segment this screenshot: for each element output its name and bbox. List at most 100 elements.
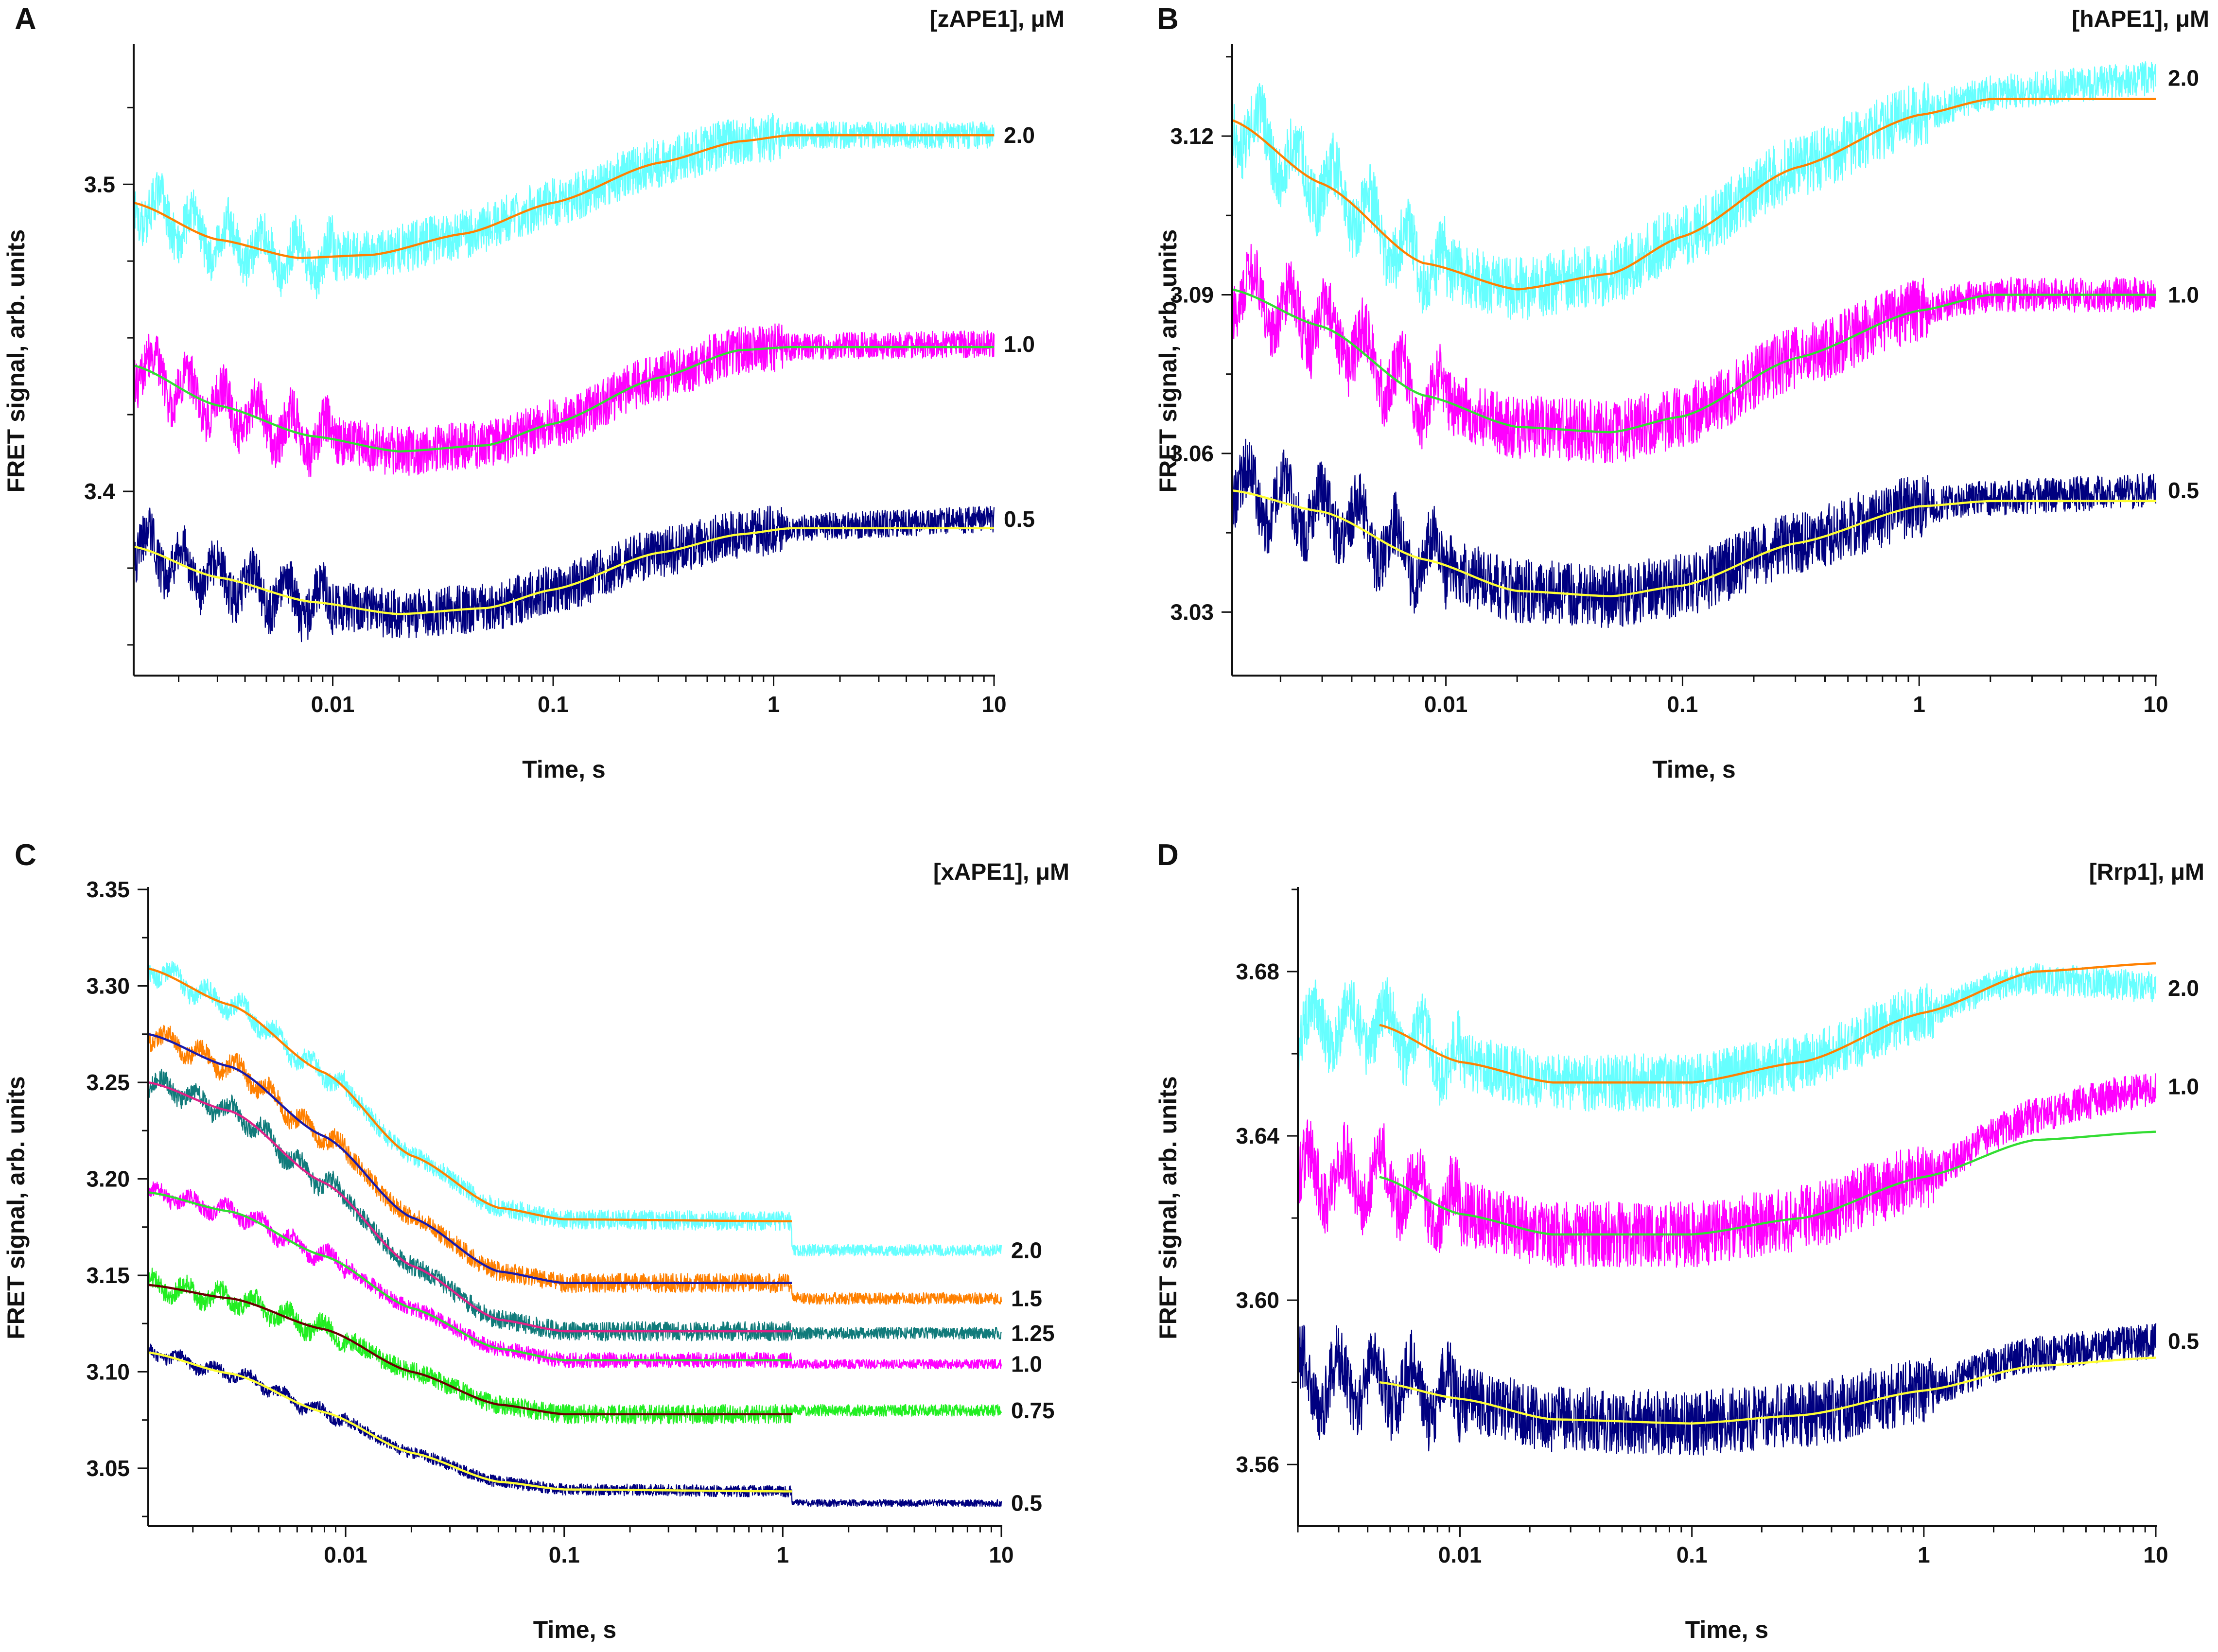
chart-a-svg: 0.01 0.1 1 10 3.4 3.5 Time, s FRET signal, arb.… [2,2,1065,783]
series-c-raw-1.0 [148,1181,1002,1370]
series-d-raw-2.0 [1298,963,2157,1112]
series-label-d-2-0: 2.0 [2168,975,2199,1001]
y-tick-label-c: 3.30 [86,973,130,998]
series-label-c-1-25: 1.25 [1011,1321,1055,1346]
series-c-raw-2.0 [148,960,1002,1257]
x-tick-label-a: 10 [981,692,1006,717]
series-c-fit-1.0 [148,1191,792,1361]
series-a-raw-2.0 [134,113,995,299]
y-tick-label-a: 3.4 [84,479,115,504]
x-tick-label-b: 10 [2143,692,2168,717]
series-label-a-2-0: 2.0 [1004,122,1035,148]
panel-label-d: D [1157,838,1179,872]
series-a-fit-0.5 [134,527,994,615]
panel-a: 0.01 0.1 1 10 3.4 3.5 Time, s FRET signal, arb.… [0,0,1103,797]
series-c-fit-2.0 [148,967,792,1223]
series-a-raw-0.5 [134,505,995,643]
chart-b-svg: 0.01 0.1 1 10 3.03 3.06 3.09 3.12 Time, s FRET si… [1154,2,2209,783]
panel-label-c: C [15,838,36,872]
series-label-d-0-5: 0.5 [2168,1329,2199,1354]
series-c-fit-1.5 [148,1033,792,1285]
y-tick-label-b: 3.12 [1170,123,1214,149]
x-tick-label-d: 10 [2143,1542,2168,1567]
series-c-fit-1.25 [148,1081,792,1333]
y-axis-title-d: FRET signal, arb. units [1154,1076,1182,1339]
y-axis-title-c: FRET signal, arb. units [2,1076,30,1339]
series-c-raw-0.75 [148,1268,1002,1425]
legend-title-a: [zAPE1], μM [930,6,1065,32]
x-tick-label-a: 0.01 [311,692,355,717]
y-tick-label-c: 3.35 [86,877,130,902]
series-c-raw-1.25 [148,1068,1002,1342]
x-tick-label-a: 1 [768,692,780,717]
x-axis-title-d: Time, s [1685,1616,1768,1643]
x-axis-title-b: Time, s [1652,756,1735,783]
y-tick-label-c: 3.05 [86,1456,130,1481]
y-tick-label-c: 3.15 [86,1263,130,1288]
y-tick-label-d: 3.60 [1236,1287,1279,1313]
plot-area-d [1298,962,2157,1456]
series-label-a-0-5: 0.5 [1004,506,1035,532]
panel-c: 0.01 0.1 1 10 3.05 3.10 3.15 3.20 3.25 3.30 3.35 Ti… [0,836,1103,1648]
series-d-raw-0.5 [1298,1323,2157,1456]
y-tick-label-b: 3.09 [1170,282,1214,307]
series-label-a-1-0: 1.0 [1004,331,1035,357]
series-a-fit-1.0 [134,346,994,453]
series-c-fit-0.5 [148,1351,792,1493]
chart-c-svg: 0.01 0.1 1 10 3.05 3.10 3.15 3.20 3.25 3.30 3.35 Ti… [2,838,1069,1643]
y-tick-label-b: 3.03 [1170,599,1214,625]
panel-label-a: A [15,2,36,36]
plot-area-a [134,113,995,643]
panel-b: 0.01 0.1 1 10 3.03 3.06 3.09 3.12 Time, s FRET si… [1154,0,2212,797]
x-tick-label-d: 1 [1918,1542,1930,1567]
panel-label-b: B [1157,2,1179,36]
y-tick-label-b: 3.06 [1170,441,1214,466]
y-tick-label-d: 3.64 [1236,1123,1279,1148]
y-axis-title-b: FRET signal, arb. units [1154,229,1182,493]
y-tick-label-d: 3.68 [1236,959,1279,984]
series-c-raw-0.5 [148,1343,1002,1507]
series-label-c-0-75: 0.75 [1011,1398,1055,1423]
series-label-b-1-0: 1.0 [2168,282,2199,307]
x-tick-label-c: 0.1 [549,1542,580,1567]
series-b-raw-0.5 [1232,438,2157,628]
x-tick-label-b: 0.01 [1424,692,1468,717]
x-axis-title-a: Time, s [522,756,605,783]
plot-area-c [148,960,1002,1507]
series-b-fit-1.0 [1232,288,2156,434]
series-b-fit-2.0 [1232,98,2156,291]
x-tick-label-b: 1 [1913,692,1925,717]
series-label-c-1-5: 1.5 [1011,1286,1042,1311]
series-label-c-2-0: 2.0 [1011,1237,1042,1263]
y-axis-title-a: FRET signal, arb. units [2,229,30,493]
y-tick-label-c: 3.10 [86,1359,130,1384]
series-d-fit-1.0 [1379,1130,2156,1236]
y-tick-label-d: 3.56 [1236,1452,1279,1477]
x-tick-label-b: 0.1 [1667,692,1698,717]
y-tick-label-c: 3.20 [86,1166,130,1191]
series-label-c-1-0: 1.0 [1011,1352,1042,1377]
series-b-raw-2.0 [1232,61,2157,320]
series-label-c-0-5: 0.5 [1011,1490,1042,1515]
y-tick-label-a: 3.5 [84,172,115,197]
legend-title-d: [Rrp1], μM [2089,859,2204,885]
chart-d-svg: 0.01 0.1 1 10 3.56 3.60 3.64 3.68 Time, s FRET si… [1154,838,2204,1643]
x-tick-label-c: 0.01 [324,1542,367,1567]
series-label-b-0-5: 0.5 [2168,478,2199,503]
legend-title-c: [xAPE1], μM [933,859,1069,885]
series-c-fit-0.75 [148,1284,792,1416]
series-c-raw-1.5 [148,1025,1002,1305]
x-tick-label-a: 0.1 [538,692,569,717]
series-d-fit-0.5 [1379,1356,2156,1425]
series-label-b-2-0: 2.0 [2168,65,2199,90]
series-a-fit-2.0 [134,134,994,260]
x-tick-label-c: 1 [777,1542,789,1567]
panel-d: 0.01 0.1 1 10 3.56 3.60 3.64 3.68 Time, s FRET si… [1154,836,2212,1648]
x-axis-title-c: Time, s [533,1616,616,1643]
series-a-raw-1.0 [134,323,995,477]
x-tick-label-d: 0.01 [1438,1542,1482,1567]
x-tick-label-d: 0.1 [1677,1542,1708,1567]
plot-area-b [1232,61,2157,628]
series-b-fit-0.5 [1232,489,2156,597]
